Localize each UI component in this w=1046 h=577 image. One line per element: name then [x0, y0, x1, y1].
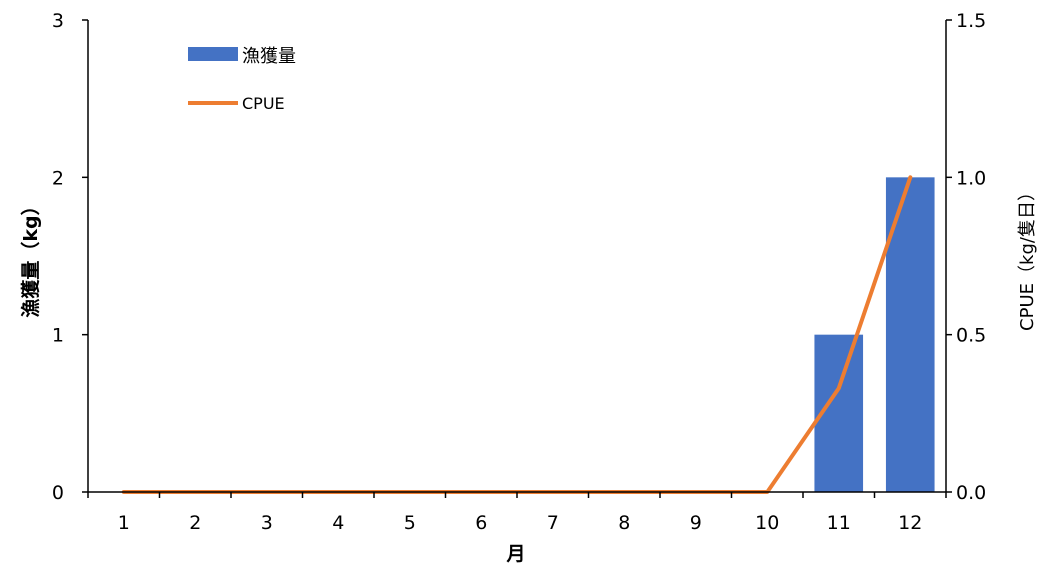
x-tick-label-6: 6 [475, 512, 487, 534]
y-tick-label-right: 0.0 [956, 482, 986, 504]
x-tick-label-2: 2 [189, 512, 201, 534]
y-tick-label-right: 1.0 [956, 167, 986, 189]
cpue-line [121, 175, 913, 494]
y-tick-label-left: 3 [52, 10, 64, 32]
y-tick-label-left: 1 [52, 325, 64, 347]
x-tick-label-4: 4 [332, 512, 344, 534]
legend-label-cpue: CPUE [242, 94, 285, 113]
x-tick-label-12: 12 [898, 512, 922, 534]
x-tick-label-11: 11 [827, 512, 851, 534]
legend-label-catch: 漁獲量 [242, 46, 296, 67]
y-tick-label-right: 0.5 [956, 325, 986, 347]
x-tick-label-3: 3 [261, 512, 273, 534]
x-tick-label-1: 1 [118, 512, 130, 534]
y-axis-title-right: CPUE（kg/隻日） [1017, 183, 1038, 331]
x-tick-label-9: 9 [690, 512, 702, 534]
x-axis-title: 月 [505, 543, 525, 565]
y-tick-label-right: 1.5 [956, 10, 986, 32]
x-tick-label-10: 10 [755, 512, 779, 534]
y-tick-label-left: 0 [52, 482, 64, 504]
legend-swatch-catch [188, 47, 238, 61]
bar-series-catch [814, 177, 935, 493]
axes [82, 19, 952, 498]
legend: 漁獲量 CPUE [188, 46, 296, 113]
x-tick-label-7: 7 [547, 512, 559, 534]
y-axis-title-left: 漁獲量（kg） [19, 196, 42, 317]
line-series-cpue [121, 175, 913, 494]
x-tick-label-5: 5 [404, 512, 416, 534]
y-tick-label-left: 2 [52, 167, 64, 189]
x-tick-label-8: 8 [618, 512, 630, 534]
